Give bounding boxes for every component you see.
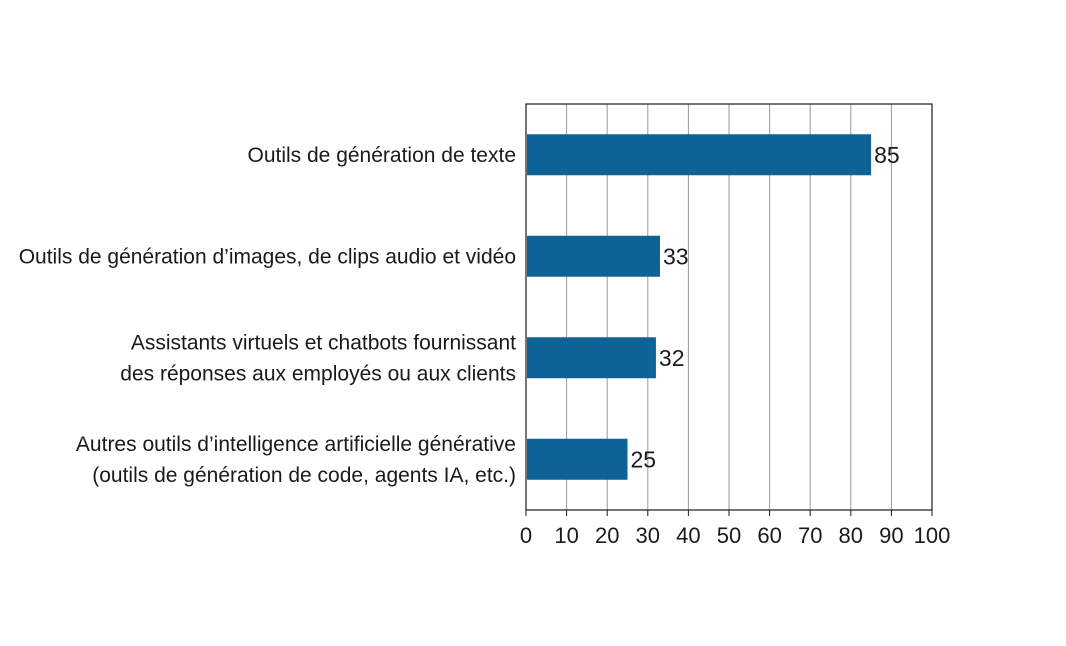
value-label-2: 33 [663,243,689,269]
x-tick-label-50: 50 [717,523,741,548]
x-tick-label-10: 10 [554,523,578,548]
value-label-1: 85 [874,142,900,168]
x-axis-tick-labels: 0 10 20 30 40 50 60 70 80 90 100 [520,510,950,548]
bars [527,134,872,480]
category-labels: Outils de génération de texte Outils de g… [19,144,516,487]
x-tick-label-60: 60 [757,523,781,548]
value-labels: 85 33 32 25 [631,142,900,473]
x-tick-label-100: 100 [914,523,951,548]
x-tick-label-90: 90 [879,523,903,548]
bar-3 [527,337,656,379]
category-label-3-line-2: des réponses aux employés ou aux clients [120,362,516,385]
x-tick-label-30: 30 [636,523,660,548]
value-label-4: 25 [631,446,657,472]
x-tick-label-20: 20 [595,523,619,548]
value-label-3: 32 [659,345,685,371]
bar-1 [527,134,872,176]
x-tick-label-0: 0 [520,523,532,548]
x-tick-label-80: 80 [839,523,863,548]
category-label-4-line-2: (outils de génération de code, agents IA… [92,464,516,487]
bar-4 [527,438,628,480]
category-label-3-line-1: Assistants virtuels et chatbots fourniss… [131,331,516,354]
x-tick-label-40: 40 [676,523,700,548]
x-tick-label-70: 70 [798,523,822,548]
category-label-2-line-1: Outils de génération d’images, de clips … [19,245,516,268]
bar-2 [527,235,660,277]
category-label-4-line-1: Autres outils d’intelligence artificiell… [76,433,516,456]
category-label-1-line-1: Outils de génération de texte [247,144,516,167]
